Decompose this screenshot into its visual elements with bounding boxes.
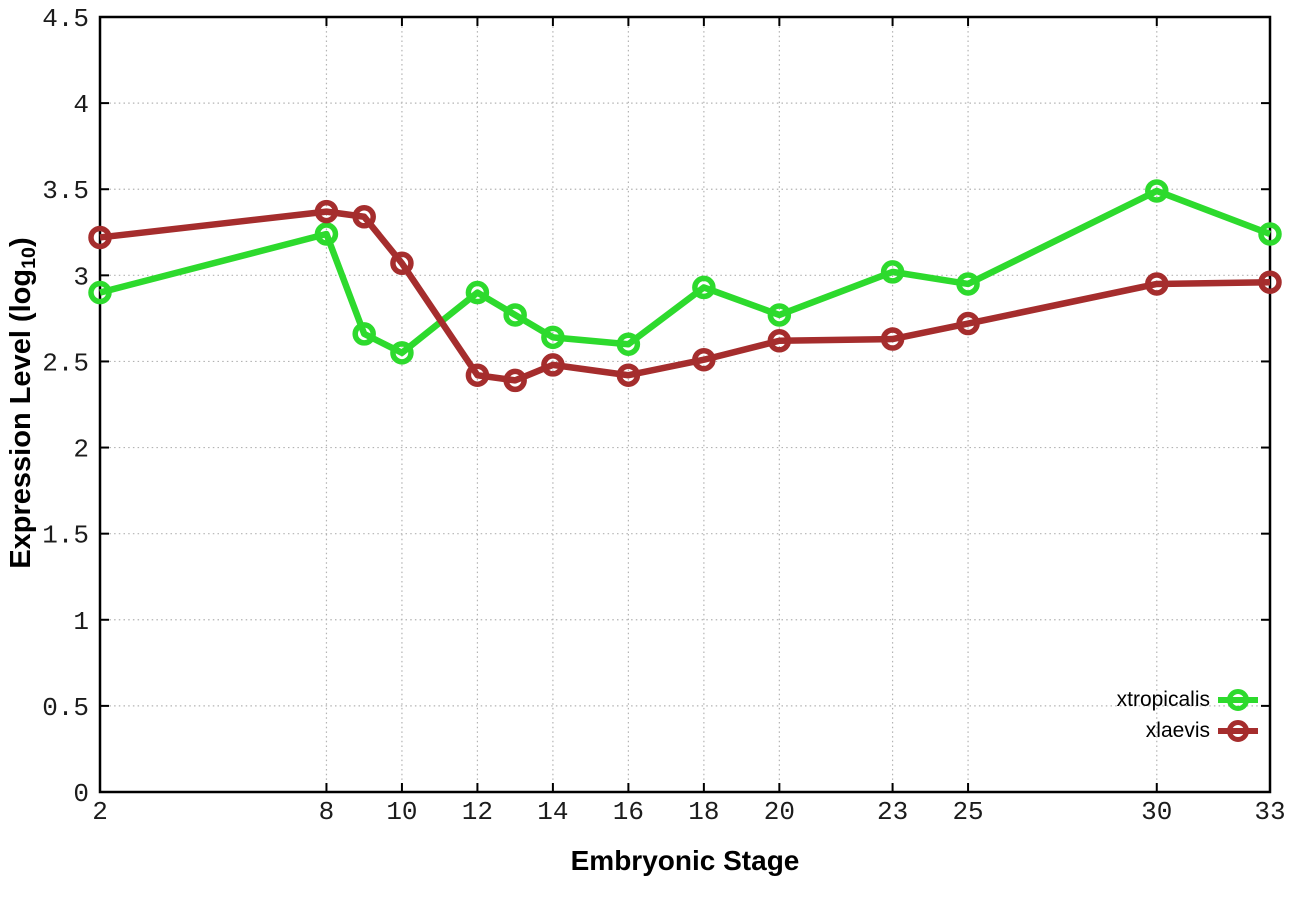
- data-point-marker-xtropicalis: [1145, 179, 1169, 203]
- x-tick-label: 12: [462, 797, 493, 827]
- data-point-marker-xtropicalis: [692, 275, 716, 300]
- data-point-marker-xtropicalis: [465, 280, 490, 305]
- x-tick-label: 8: [319, 797, 335, 827]
- data-point-marker-xlaevis: [352, 205, 376, 229]
- legend-entry-xlaevis: xlaevis: [1117, 715, 1258, 746]
- data-point-marker-xtropicalis: [541, 325, 565, 350]
- legend: xtropicalis xlaevis: [1117, 684, 1258, 746]
- data-point-marker-xtropicalis: [767, 303, 792, 327]
- legend-circle-marker-icon: [1227, 719, 1249, 742]
- data-point-marker-xlaevis: [88, 225, 112, 250]
- x-tick-label: 18: [688, 797, 719, 827]
- x-tick-label: 16: [613, 797, 644, 827]
- y-axis-title-subscript: 10: [17, 246, 40, 269]
- data-point-marker-xtropicalis: [616, 332, 641, 356]
- y-axis-title: Expression Level (log10): [5, 237, 41, 568]
- data-point-marker-xlaevis: [880, 327, 905, 351]
- y-tick-label: 2.5: [42, 348, 89, 378]
- series-line-xlaevis: [99, 208, 1271, 384]
- y-axis-title-close: ): [5, 237, 38, 247]
- data-point-marker-xtropicalis: [88, 280, 112, 305]
- data-point-marker-xlaevis: [314, 199, 339, 224]
- data-point-marker-xlaevis: [1145, 272, 1169, 296]
- legend-label: xtropicalis: [1116, 687, 1210, 711]
- line-marker-sample-icon: [1218, 688, 1258, 712]
- x-tick-label: 10: [386, 797, 417, 827]
- y-tick-label: 4: [73, 90, 89, 120]
- x-tick-label: 14: [537, 797, 568, 827]
- data-point-marker-xlaevis: [767, 329, 792, 353]
- y-tick-label: 2: [73, 435, 89, 465]
- legend-label: xlaevis: [1145, 718, 1210, 742]
- x-tick-label: 20: [764, 797, 795, 827]
- data-point-marker-xtropicalis: [390, 341, 414, 365]
- y-tick-label: 3.5: [42, 176, 89, 206]
- plot-border: [98, 15, 1272, 794]
- y-tick-label: 1.5: [42, 521, 89, 551]
- data-point-marker-xtropicalis: [503, 303, 527, 327]
- data-point-marker-xlaevis: [465, 363, 490, 387]
- data-point-marker-xlaevis: [503, 368, 527, 393]
- data-point-marker-xlaevis: [390, 251, 414, 276]
- data-point-marker-xlaevis: [692, 347, 716, 372]
- y-tick-label: 0.5: [42, 693, 89, 723]
- y-tick-label: 4.5: [42, 4, 89, 34]
- y-axis-title-text: Expression Level (log: [5, 268, 38, 569]
- x-tick-label: 30: [1141, 797, 1172, 827]
- data-point-marker-xtropicalis: [1258, 222, 1282, 246]
- data-point-marker-xtropicalis: [956, 272, 980, 296]
- data-point-marker-xlaevis: [1258, 270, 1282, 294]
- data-point-marker-xtropicalis: [314, 222, 339, 246]
- data-point-marker-xlaevis: [956, 311, 980, 336]
- y-tick-label: 0: [73, 779, 89, 809]
- x-tick-label: 23: [877, 797, 908, 827]
- x-tick-label: 33: [1254, 797, 1285, 827]
- line-marker-sample-icon: [1218, 719, 1258, 743]
- legend-entry-xtropicalis: xtropicalis: [1117, 684, 1258, 715]
- data-point-marker-xlaevis: [541, 353, 565, 377]
- x-tick-label: 25: [952, 797, 983, 827]
- legend-circle-marker-icon: [1227, 688, 1249, 711]
- data-point-marker-xtropicalis: [352, 322, 376, 346]
- data-point-marker-xlaevis: [616, 363, 641, 387]
- data-point-marker-xtropicalis: [880, 260, 905, 284]
- x-tick-label: 2: [92, 797, 108, 827]
- y-tick-label: 1: [73, 607, 89, 637]
- y-tick-label: 3: [73, 262, 89, 292]
- x-axis-title: Embryonic Stage: [570, 845, 800, 876]
